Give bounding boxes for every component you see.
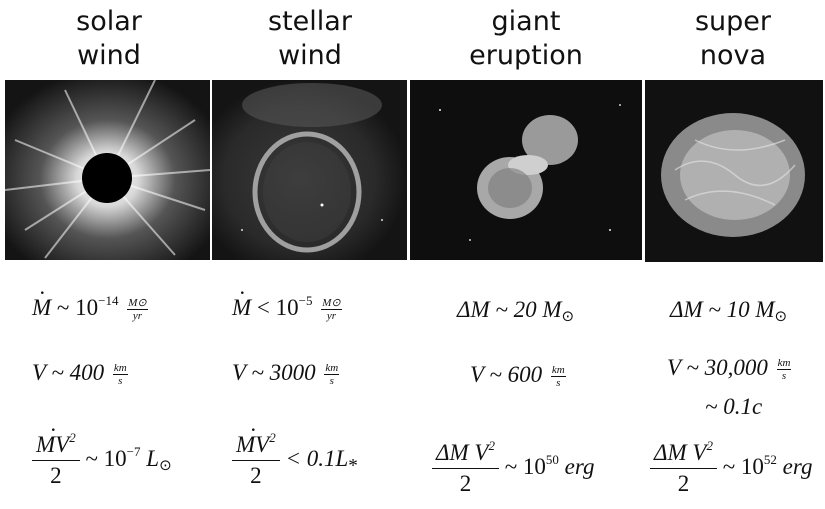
- velocity-super-fraction-c: ~ 0.1c: [705, 394, 763, 419]
- mass-giant: ΔM ~ 20 M⊙: [457, 297, 575, 325]
- velocity-stellar: V ~ 3000 km s: [232, 360, 340, 388]
- mass-rate-stellar: M < 10−5 M⊙yr: [232, 294, 342, 322]
- mass-rate-solar: M ~ 10−14 M⊙yr: [32, 294, 148, 322]
- velocity-solar: V ~ 400 km s: [32, 360, 128, 388]
- title-giant-eruption: giant eruption: [469, 6, 583, 71]
- velocity-giant: V ~ 600 km s: [470, 362, 566, 390]
- mass-super: ΔM ~ 10 M⊙: [670, 297, 788, 325]
- crab-nebula-photo: [645, 80, 823, 262]
- eta-carinae-photo: [410, 80, 642, 260]
- bubble-nebula-photo: [212, 80, 407, 260]
- energy-giant: ΔM V2 2 ~ 1050 erg: [432, 439, 594, 497]
- corona-eclipse-photo: [5, 80, 210, 260]
- title-super-nova: super nova: [694, 6, 772, 71]
- title-solar-wind: solar wind: [76, 6, 142, 71]
- title-stellar-wind: stellar wind: [268, 6, 352, 71]
- energy-super: ΔM V2 2 ~ 1052 erg: [650, 439, 812, 497]
- velocity-super: V ~ 30,000 km s: [667, 355, 792, 383]
